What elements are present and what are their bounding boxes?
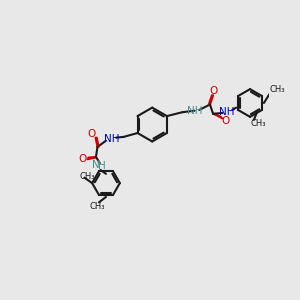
Text: O: O [221, 116, 230, 126]
Text: CH₃: CH₃ [79, 172, 94, 182]
Text: N: N [92, 160, 100, 170]
Text: O: O [209, 86, 217, 96]
Text: H: H [98, 161, 106, 171]
Text: CH₃: CH₃ [269, 85, 285, 94]
Text: CH₃: CH₃ [251, 118, 266, 127]
Text: NH: NH [219, 107, 235, 117]
Text: NH: NH [103, 134, 119, 144]
Text: O: O [79, 154, 87, 164]
Text: O: O [87, 129, 95, 139]
Text: NH: NH [187, 106, 203, 116]
Text: CH₃: CH₃ [90, 202, 105, 211]
